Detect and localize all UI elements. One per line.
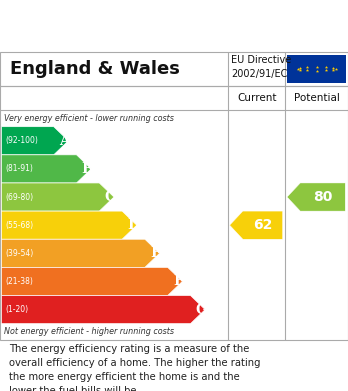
Text: D: D — [127, 218, 139, 232]
Bar — [287, 55, 346, 83]
Text: (55-68): (55-68) — [6, 221, 34, 230]
Text: Not energy efficient - higher running costs: Not energy efficient - higher running co… — [4, 327, 174, 336]
Text: F: F — [174, 274, 184, 289]
Polygon shape — [230, 211, 283, 239]
Text: (69-80): (69-80) — [6, 192, 34, 201]
Text: G: G — [196, 303, 207, 317]
Text: EU Directive
2002/91/EC: EU Directive 2002/91/EC — [231, 56, 292, 79]
Text: (1-20): (1-20) — [6, 305, 29, 314]
Text: (39-54): (39-54) — [6, 249, 34, 258]
Polygon shape — [287, 183, 345, 211]
Text: E: E — [151, 246, 161, 260]
Text: B: B — [82, 162, 93, 176]
Text: (21-38): (21-38) — [6, 277, 33, 286]
Text: The energy efficiency rating is a measure of the
overall efficiency of a home. T: The energy efficiency rating is a measur… — [9, 344, 260, 391]
Text: Potential: Potential — [294, 93, 340, 103]
Text: Energy Efficiency Rating: Energy Efficiency Rating — [9, 18, 211, 33]
Text: 62: 62 — [253, 218, 272, 232]
Polygon shape — [1, 211, 137, 239]
Polygon shape — [1, 267, 182, 296]
Text: Very energy efficient - lower running costs: Very energy efficient - lower running co… — [4, 114, 174, 123]
Text: Current: Current — [237, 93, 276, 103]
Text: C: C — [105, 190, 116, 204]
Polygon shape — [1, 183, 114, 211]
Text: England & Wales: England & Wales — [10, 60, 180, 78]
Text: A: A — [60, 134, 70, 148]
Polygon shape — [1, 239, 159, 267]
Polygon shape — [1, 296, 205, 324]
Text: (81-91): (81-91) — [6, 164, 33, 173]
Polygon shape — [1, 127, 68, 155]
Text: (92-100): (92-100) — [6, 136, 38, 145]
Polygon shape — [1, 155, 91, 183]
Text: 80: 80 — [313, 190, 332, 204]
